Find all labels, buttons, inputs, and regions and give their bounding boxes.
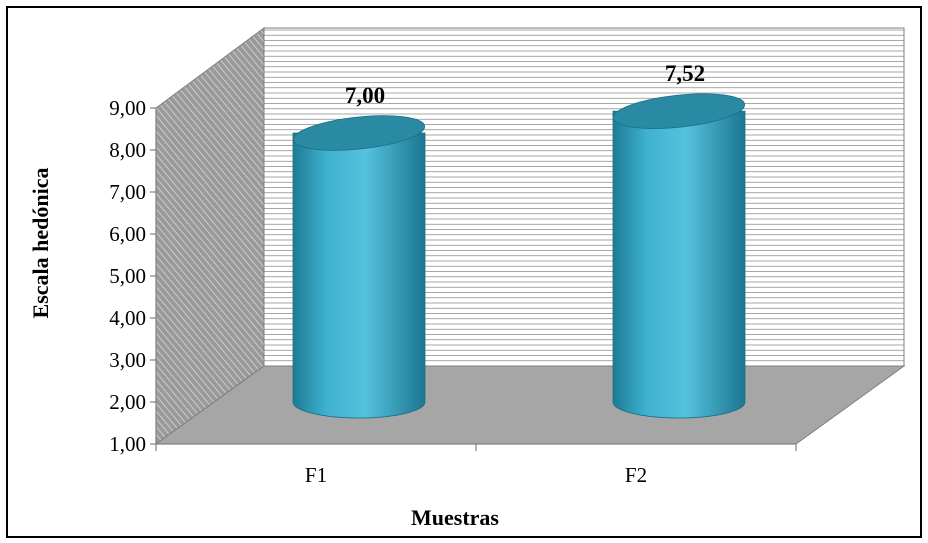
y-tick-label: 1,00 xyxy=(109,432,146,456)
y-tick-label: 4,00 xyxy=(109,306,146,330)
y-tick-label: 2,00 xyxy=(109,390,146,414)
y-axis-title: Escala hedónica xyxy=(28,168,53,319)
bar-body xyxy=(292,132,426,419)
y-tick-label: 9,00 xyxy=(109,96,146,120)
y-tick-label: 7,00 xyxy=(109,180,146,204)
bar-top xyxy=(612,93,746,129)
bars: 7,00 7,52 xyxy=(292,61,746,419)
bar-top xyxy=(292,115,426,151)
y-tick-label: 8,00 xyxy=(109,138,146,162)
y-tick-label: 5,00 xyxy=(109,264,146,288)
category-label-f2: F2 xyxy=(625,463,647,487)
y-tick-label: 6,00 xyxy=(109,222,146,246)
x-axis-title: Muestras xyxy=(411,505,499,530)
bar-f1: 7,00 xyxy=(292,83,426,419)
y-ticks: 1,00 2,00 3,00 4,00 5,00 6,00 7,00 8,00 9,00 xyxy=(109,96,156,456)
data-label: 7,52 xyxy=(665,61,705,86)
floor xyxy=(154,365,906,445)
category-label-f1: F1 xyxy=(305,463,327,487)
y-tick-label: 3,00 xyxy=(109,348,146,372)
bar-body xyxy=(612,110,746,419)
x-ticks: F1 F2 xyxy=(155,444,797,487)
data-label: 7,00 xyxy=(345,83,385,108)
bar-f2: 7,52 xyxy=(612,61,746,419)
